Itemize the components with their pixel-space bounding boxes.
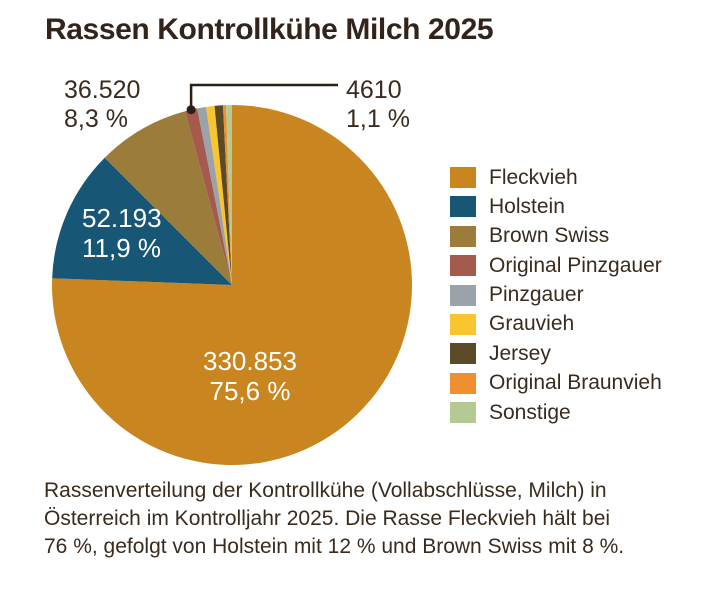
caption-line-2: Österreich im Kontrolljahr 2025. Die Ras… <box>44 507 611 530</box>
pie-slice-jersey <box>214 105 232 285</box>
legend-swatch-fleckvieh <box>450 167 476 188</box>
legend-swatch-original-braunvieh <box>450 372 476 394</box>
pie-slice-original-pinzgauer <box>185 108 232 286</box>
legend-label: Jersey <box>489 341 551 365</box>
legend-item-sonstige: Sonstige <box>450 400 662 424</box>
label-holstein-percent: 11,9 % <box>82 233 162 263</box>
legend-item-grauvieh: Grauvieh <box>450 312 662 336</box>
legend-swatch-jersey <box>450 343 476 365</box>
legend-label: Sonstige <box>489 400 571 424</box>
legend-item-jersey: Jersey <box>450 341 662 365</box>
legend-swatch-sonstige <box>450 402 476 424</box>
label-fleckvieh-value: 330.853 <box>203 346 297 376</box>
legend-label: Grauvieh <box>489 312 575 336</box>
pie-slice-original-braunvieh <box>222 105 232 285</box>
legend-label: Brown Swiss <box>489 224 610 248</box>
label-original-pinzgauer: 4610 1,1 % <box>346 76 410 134</box>
legend: Fleckvieh Holstein Brown Swiss Original Pin… <box>450 165 662 432</box>
callout-layer <box>186 83 338 115</box>
pie-slice-grauvieh <box>206 105 232 285</box>
legend-swatch-brown-swiss <box>450 225 476 247</box>
caption: Rassenverteilung der Kontrollkühe (Volla… <box>44 477 624 561</box>
label-original-pinzgauer-value: 4610 <box>346 76 402 104</box>
legend-label: Fleckvieh <box>489 165 578 189</box>
label-brown-swiss-value: 36.520 <box>64 76 141 104</box>
pie-slices <box>52 105 413 466</box>
pie-slice-fleckvieh <box>52 105 413 466</box>
label-brown-swiss-percent: 8,3 % <box>64 105 128 133</box>
legend-item-fleckvieh: Fleckvieh <box>450 165 662 189</box>
label-holstein-value: 52.193 <box>82 203 162 233</box>
legend-item-brown-swiss: Brown Swiss <box>450 224 662 248</box>
legend-item-original-braunvieh: Original Braunvieh <box>450 371 662 395</box>
legend-label: Holstein <box>489 194 565 218</box>
legend-label: Original Braunvieh <box>489 371 662 395</box>
legend-swatch-grauvieh <box>450 313 476 335</box>
legend-item-pinzgauer: Pinzgauer <box>450 283 662 307</box>
callout-dot <box>186 105 196 115</box>
legend-swatch-original-pinzgauer <box>450 255 476 277</box>
pie-slice-pinzgauer <box>197 106 232 285</box>
page-title: Rassen Kontrollkühe Milch 2025 <box>45 13 494 46</box>
caption-line-3: 76 %, gefolgt von Holstein mit 12 % und … <box>44 535 625 558</box>
legend-swatch-pinzgauer <box>450 284 476 306</box>
label-holstein: 52.193 11,9 % <box>82 203 162 263</box>
pie-slice-holstein <box>52 157 232 285</box>
callout-line <box>189 83 338 110</box>
label-brown-swiss: 36.520 8,3 % <box>64 76 140 134</box>
legend-item-holstein: Holstein <box>450 194 662 218</box>
legend-item-original-pinzgauer: Original Pinzgauer <box>450 253 662 277</box>
pie-slice-sonstige <box>226 105 232 285</box>
legend-label: Pinzgauer <box>489 283 584 307</box>
pie-slice-brown-swiss <box>104 111 232 285</box>
label-original-pinzgauer-percent: 1,1 % <box>346 105 410 133</box>
label-fleckvieh-percent: 75,6 % <box>209 376 291 406</box>
legend-label: Original Pinzgauer <box>489 253 662 277</box>
label-fleckvieh: 330.853 75,6 % <box>160 346 340 406</box>
legend-swatch-holstein <box>450 196 476 218</box>
caption-line-1: Rassenverteilung der Kontrollkühe (Volla… <box>44 479 607 502</box>
